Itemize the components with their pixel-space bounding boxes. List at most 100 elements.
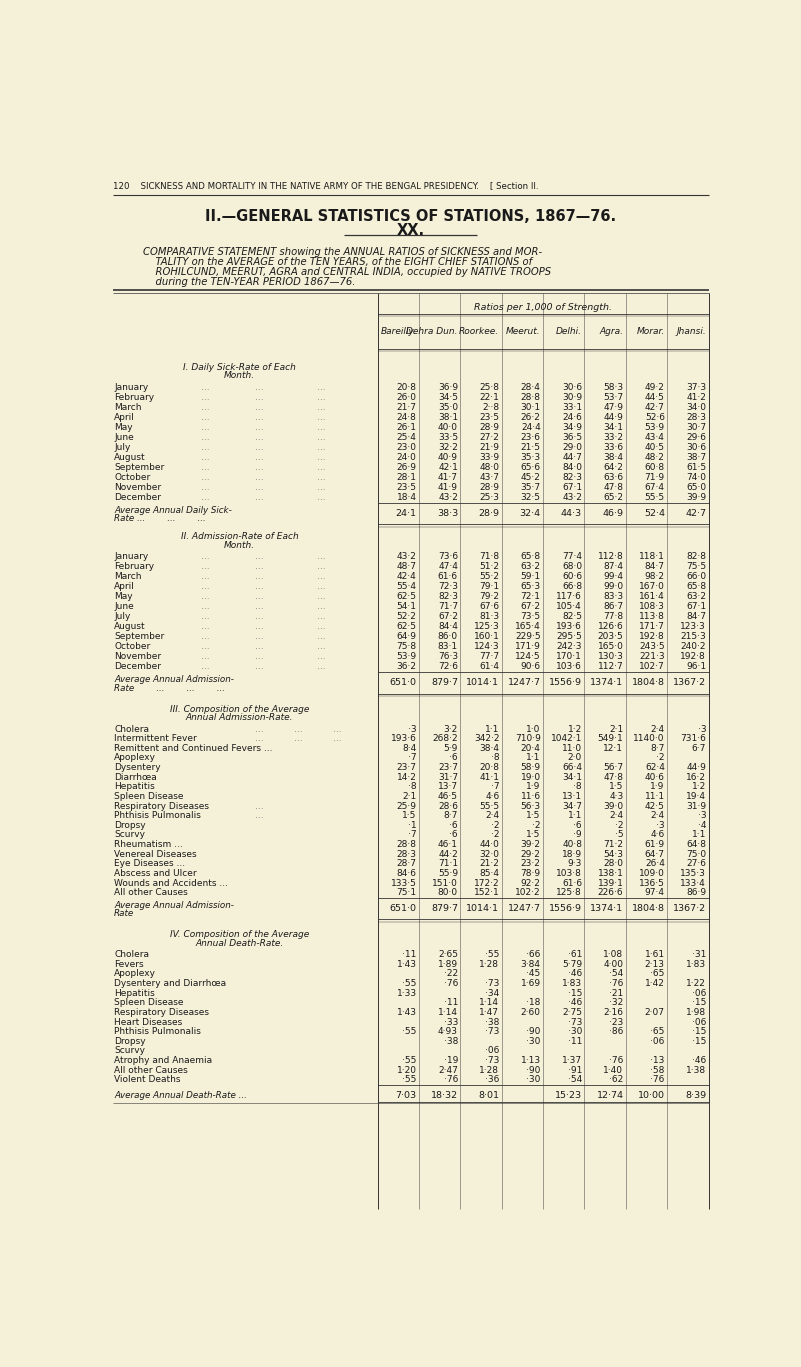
Text: 45·2: 45·2 [521, 473, 541, 481]
Text: 44·0: 44·0 [480, 841, 499, 849]
Text: 1247·7: 1247·7 [508, 678, 541, 688]
Text: 60·6: 60·6 [562, 573, 582, 581]
Text: 41·1: 41·1 [479, 772, 499, 782]
Text: ...: ... [317, 573, 326, 581]
Text: 123·3: 123·3 [680, 622, 706, 632]
Text: ·2: ·2 [491, 831, 499, 839]
Text: 1·42: 1·42 [645, 979, 665, 988]
Text: ...: ... [201, 642, 210, 651]
Text: 125·8: 125·8 [557, 889, 582, 897]
Text: ...: ... [201, 413, 210, 422]
Text: 53·9: 53·9 [645, 422, 665, 432]
Text: July: July [114, 612, 131, 621]
Text: 35·3: 35·3 [521, 452, 541, 462]
Text: 82·8: 82·8 [686, 552, 706, 560]
Text: ·06: ·06 [692, 988, 706, 998]
Text: ...: ... [317, 652, 326, 662]
Text: ·15: ·15 [692, 1036, 706, 1046]
Text: August: August [114, 622, 146, 632]
Text: 44·9: 44·9 [604, 413, 623, 422]
Text: 41·7: 41·7 [438, 473, 458, 481]
Text: 84·4: 84·4 [438, 622, 458, 632]
Text: ...: ... [317, 413, 326, 422]
Text: 39·0: 39·0 [603, 801, 623, 811]
Text: 46·1: 46·1 [438, 841, 458, 849]
Text: 1·2: 1·2 [568, 725, 582, 734]
Text: 36·2: 36·2 [396, 662, 417, 671]
Text: 72·1: 72·1 [521, 592, 541, 601]
Text: 23·6: 23·6 [521, 433, 541, 442]
Text: 25·3: 25·3 [479, 493, 499, 502]
Text: ...: ... [256, 725, 264, 734]
Text: ·58: ·58 [650, 1066, 665, 1074]
Text: 171·7: 171·7 [639, 622, 665, 632]
Text: 170·1: 170·1 [556, 652, 582, 662]
Text: 240·2: 240·2 [681, 642, 706, 651]
Text: 75·1: 75·1 [396, 889, 417, 897]
Text: 44·7: 44·7 [562, 452, 582, 462]
Text: 2·1: 2·1 [610, 725, 623, 734]
Text: 80·0: 80·0 [438, 889, 458, 897]
Text: 32·4: 32·4 [520, 509, 541, 518]
Text: 22·1: 22·1 [480, 392, 499, 402]
Text: ·18: ·18 [526, 998, 541, 1007]
Text: 77·4: 77·4 [562, 552, 582, 560]
Text: 75·0: 75·0 [686, 850, 706, 858]
Text: 1556·9: 1556·9 [549, 678, 582, 688]
Text: ...: ... [317, 473, 326, 481]
Text: 75·8: 75·8 [396, 642, 417, 651]
Text: ...: ... [201, 403, 210, 411]
Text: 52·6: 52·6 [645, 413, 665, 422]
Text: 26·0: 26·0 [396, 392, 417, 402]
Text: 1·40: 1·40 [603, 1066, 623, 1074]
Text: 1·47: 1·47 [479, 1007, 499, 1017]
Text: ·90: ·90 [526, 1027, 541, 1036]
Text: ·22: ·22 [444, 969, 458, 979]
Text: 42·4: 42·4 [396, 573, 417, 581]
Text: Violent Deaths: Violent Deaths [114, 1076, 180, 1084]
Text: Dehra Dun.: Dehra Dun. [406, 327, 458, 336]
Text: ...: ... [201, 443, 210, 451]
Text: 77·7: 77·7 [479, 652, 499, 662]
Text: 113·8: 113·8 [639, 612, 665, 621]
Text: 192·8: 192·8 [639, 632, 665, 641]
Text: 62·4: 62·4 [645, 763, 665, 772]
Text: 34·9: 34·9 [562, 422, 582, 432]
Text: 161·4: 161·4 [639, 592, 665, 601]
Text: Dysentery: Dysentery [114, 763, 161, 772]
Text: ...: ... [256, 483, 264, 492]
Text: 64·9: 64·9 [396, 632, 417, 641]
Text: 20·8: 20·8 [396, 383, 417, 392]
Text: ·73: ·73 [485, 1057, 499, 1065]
Text: ·11: ·11 [402, 950, 417, 960]
Text: 63·2: 63·2 [686, 592, 706, 601]
Text: Dropsy: Dropsy [114, 1036, 146, 1046]
Text: 76·3: 76·3 [438, 652, 458, 662]
Text: ·8: ·8 [574, 782, 582, 791]
Text: Apoplexy: Apoplexy [114, 969, 156, 979]
Text: COMPARATIVE STATEMENT showing the ANNUAL RATIOS of SICKNESS and MOR-: COMPARATIVE STATEMENT showing the ANNUAL… [143, 247, 541, 257]
Text: 40·8: 40·8 [562, 841, 582, 849]
Text: 90·6: 90·6 [521, 662, 541, 671]
Text: 2·4: 2·4 [650, 811, 665, 820]
Text: 54·3: 54·3 [603, 850, 623, 858]
Text: Rate: Rate [114, 909, 135, 919]
Text: 28·1: 28·1 [396, 473, 417, 481]
Text: 53·9: 53·9 [396, 652, 417, 662]
Text: 11·1: 11·1 [645, 791, 665, 801]
Text: ...: ... [317, 443, 326, 451]
Text: Delhi.: Delhi. [556, 327, 582, 336]
Text: 67·2: 67·2 [521, 603, 541, 611]
Text: 64·8: 64·8 [686, 841, 706, 849]
Text: ...: ... [256, 552, 264, 560]
Text: 879·7: 879·7 [431, 904, 458, 913]
Text: 24·8: 24·8 [396, 413, 417, 422]
Text: Remittent and Continued Fevers ...: Remittent and Continued Fevers ... [114, 744, 272, 753]
Text: 34·5: 34·5 [438, 392, 458, 402]
Text: 67·4: 67·4 [645, 483, 665, 492]
Text: ·45: ·45 [526, 969, 541, 979]
Text: 29·6: 29·6 [686, 433, 706, 442]
Text: 73·5: 73·5 [521, 612, 541, 621]
Text: Phthisis Pulmonalis: Phthisis Pulmonalis [114, 1027, 201, 1036]
Text: 28·3: 28·3 [686, 413, 706, 422]
